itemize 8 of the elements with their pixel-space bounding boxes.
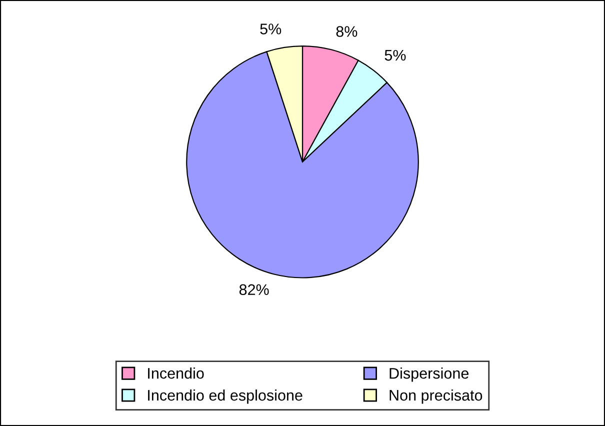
data-label: 82% (239, 284, 269, 296)
legend-label: Dispersione (390, 368, 469, 382)
data-label: 5% (260, 24, 282, 34)
legend-label: Incendio ed esplosione (148, 389, 302, 404)
data-label: 5% (384, 50, 406, 61)
legend-label: Incendio (148, 368, 204, 379)
legend-label: Non precisato (390, 389, 482, 404)
data-label: 8% (336, 26, 358, 37)
